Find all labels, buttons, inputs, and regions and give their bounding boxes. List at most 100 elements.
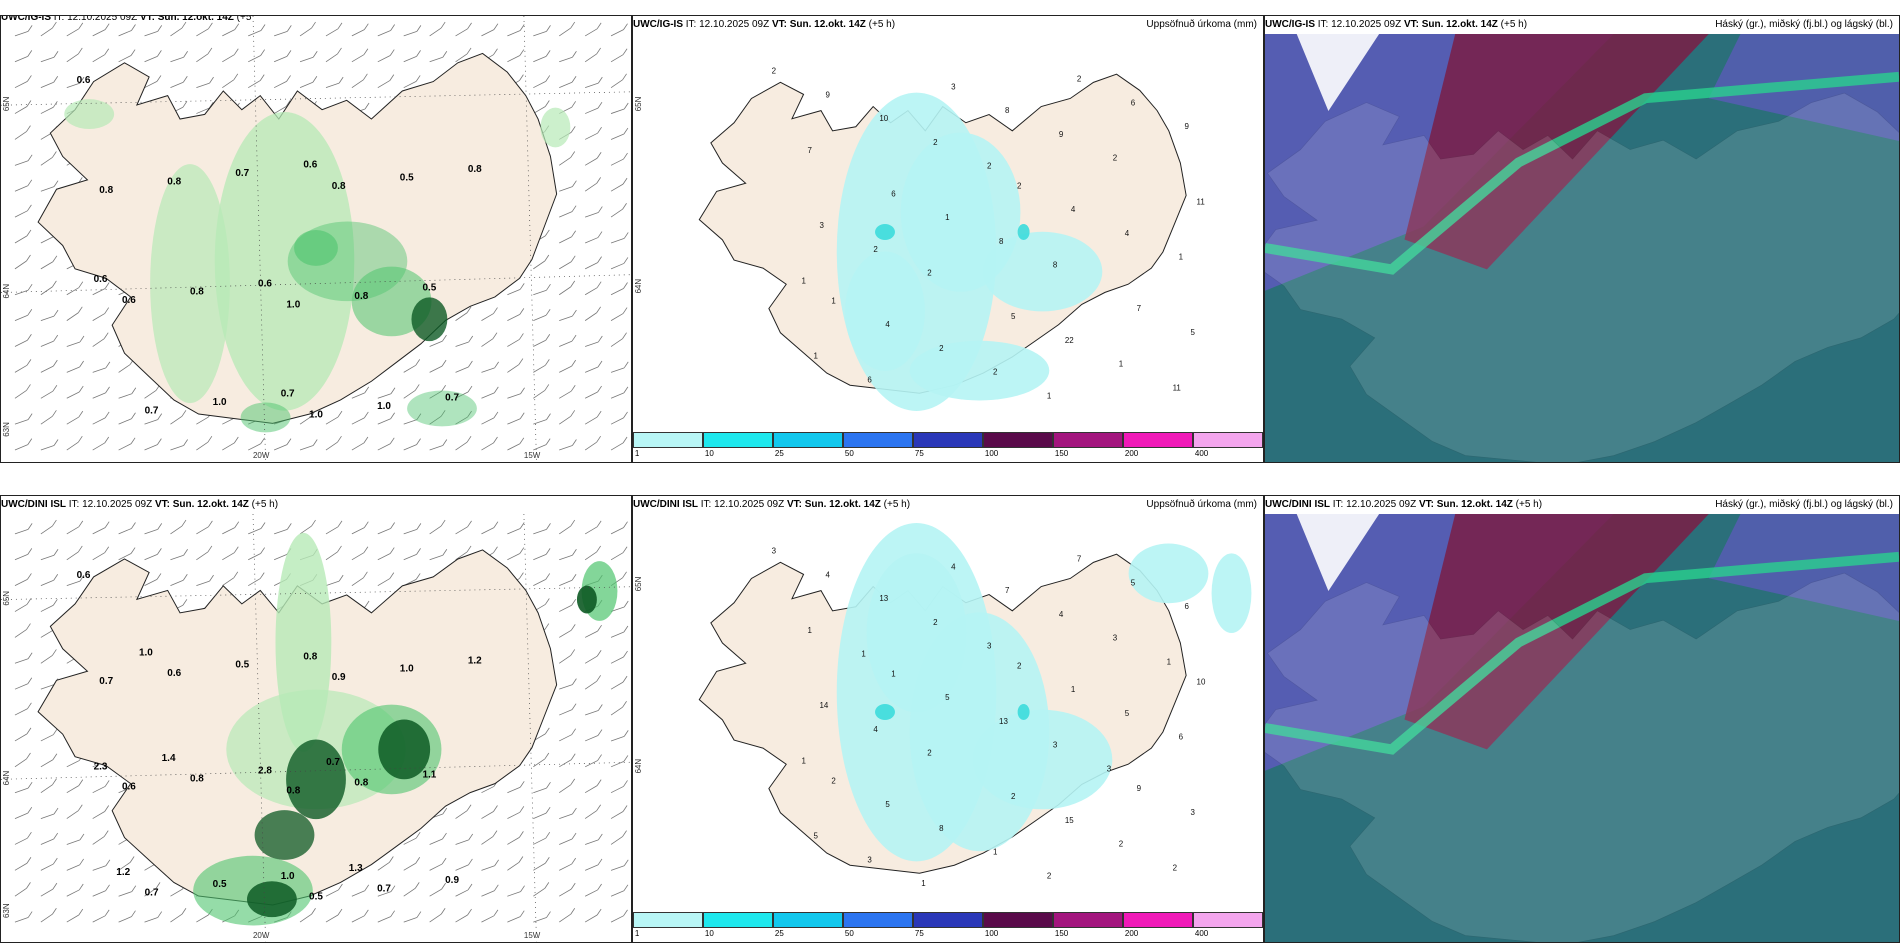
precip-value-label: 1.2 — [116, 867, 130, 878]
precip-value-label: 1 — [1047, 391, 1052, 400]
precip-value-label: 0.8 — [303, 652, 317, 663]
precip-value-label: 0.5 — [400, 172, 414, 183]
accum-precip-map: 65N64N2212673115944615832210429819212127… — [633, 34, 1263, 430]
colorbar-swatch — [1192, 432, 1263, 448]
accum-precip-map: 65N64N3227194102415553714151358613544226… — [633, 514, 1263, 910]
colorbar-swatch — [633, 432, 703, 448]
colorbar-tick: 50 — [844, 449, 854, 458]
precip-value-label: 3 — [987, 642, 992, 651]
precip-value-label: 0.8 — [332, 181, 346, 192]
precip-value-label: 2 — [1017, 661, 1022, 670]
map-area — [1265, 34, 1899, 462]
panel-wind-precip-igis: UWC/IG-IS IT: 12.10.2025 09Z VT: Sun. 12… — [0, 15, 632, 463]
precip-value-label: 8 — [1005, 106, 1010, 115]
precip-value-label: 0.8 — [190, 287, 204, 298]
axis-label: 15W — [524, 931, 541, 940]
colorbar-tick: 75 — [914, 449, 924, 458]
title-issue-time: IT: 12.10.2025 09Z — [683, 19, 770, 30]
precip-value-label: 1.0 — [286, 299, 300, 310]
precip-value-label: 15 — [1065, 816, 1074, 825]
precip-value-label: 4 — [885, 320, 890, 329]
precip-value-label: 0.6 — [122, 295, 136, 306]
graticule — [1, 514, 631, 942]
title-valid-time: VT: Sun. 12.okt. 14Z — [769, 19, 866, 30]
precip-value-label: 22 — [1065, 336, 1074, 345]
colorbar-swatch — [843, 912, 913, 928]
precip-value-label: 8 — [999, 237, 1004, 246]
precip-value-label: 1.4 — [162, 753, 176, 764]
colorbar-swatch — [1123, 432, 1193, 448]
panel-variable-label: Uppsöfnuð úrkoma (mm) — [1146, 499, 1257, 510]
precip-value-label: 10 — [1197, 677, 1206, 686]
precip-value-label: 0.7 — [281, 388, 295, 399]
colorbar-swatch — [983, 912, 1053, 928]
panel-accum-precip-igis: UWC/IG-IS IT: 12.10.2025 09Z VT: Sun. 12… — [632, 15, 1264, 463]
colorbar-swatch — [772, 432, 843, 448]
panel-title: UWC/IG-IS IT: 12.10.2025 09Z VT: Sun. 12… — [1, 15, 631, 27]
graticule — [1, 16, 631, 462]
precip-value-label: 3 — [1113, 634, 1118, 643]
precip-value-label: 2 — [927, 269, 932, 278]
colorbar-tick: 100 — [984, 929, 999, 938]
title-lead: (+5 h) — [1512, 499, 1543, 510]
title-valid-time: VT: Sun. 12.okt. 14Z — [1401, 19, 1498, 30]
precip-value-label: 0.6 — [122, 782, 136, 793]
precip-colorbar: 1 10 25 50 75 100 150 200 400 — [633, 912, 1263, 942]
precip-value-label: 2 — [1077, 75, 1082, 84]
precip-value-label: 1.0 — [309, 410, 323, 421]
precip-value-label: 1 — [993, 848, 998, 857]
precip-value-label: 3 — [1053, 741, 1058, 750]
precip-value-label: 1 — [831, 296, 836, 305]
precip-value-label: 0.6 — [94, 274, 108, 285]
precip-value-label: 2 — [1047, 871, 1052, 880]
precip-value-label: 0.7 — [235, 168, 249, 179]
colorbar-tick: 25 — [774, 929, 784, 938]
precip-value-label: 1.0 — [281, 871, 295, 882]
precip-value-label: 2 — [1017, 181, 1022, 190]
colorbar-swatch — [912, 432, 983, 448]
precip-value-label: 1.2 — [468, 656, 482, 667]
precip-value-label: 2.3 — [94, 761, 108, 772]
precip-value-label: 7 — [808, 146, 813, 155]
precip-value-label: 4 — [873, 725, 878, 734]
precip-value-label: 0.7 — [445, 393, 459, 404]
precip-value-label: 13 — [999, 717, 1008, 726]
title-issue-time: IT: 12.10.2025 09Z — [1330, 499, 1417, 510]
precip-value-label: 1 — [891, 669, 896, 678]
axis-label: 64N — [634, 759, 643, 774]
precip-value-label: 5 — [1191, 328, 1196, 337]
precip-shading — [64, 99, 571, 433]
cloud-cover-map — [1265, 34, 1899, 462]
precip-value-label: 5 — [1125, 709, 1130, 718]
precip-value-label: 9 — [1185, 122, 1190, 131]
map-area: 65N 64N 2 2 1 2 6 7 3 11 5 9 4 4 6 1 5 8 3 22 10 4 2 9 8 1 9 2 1 2 1 2 7… — [633, 34, 1263, 430]
accum-precip-shading — [836, 523, 1252, 862]
precip-value-label: 1 — [813, 352, 818, 361]
title-lead: (+5 h) — [865, 19, 896, 30]
iceland-outline — [1265, 92, 1899, 462]
precip-values: 0.6 1.0 0.8 1.0 0.6 0.8 0.7 0.8 0.8 1.0 0.8 0.5 1.0 0… — [77, 75, 483, 421]
precip-value-label: 0.6 — [258, 278, 272, 289]
colorbar-swatch — [1192, 912, 1263, 928]
precip-value-label: 6 — [1179, 733, 1184, 742]
axis-label: 64N — [2, 284, 11, 299]
title-valid-time: VT: Sun. 12.okt. 14Z — [1416, 499, 1513, 510]
precip-value-label: 0.7 — [377, 883, 391, 894]
precip-value-label: 2 — [933, 618, 938, 627]
precip-shading — [193, 532, 618, 926]
title-valid-time: VT: Sun. 12.okt. 14Z — [137, 15, 234, 23]
axis-label: 65N — [634, 576, 643, 591]
title-model: UWC/IG-IS — [1265, 19, 1315, 30]
colorbar-tick: 100 — [984, 449, 999, 458]
colorbar-tick: 150 — [1054, 449, 1069, 458]
colorbar-tick: 25 — [774, 449, 784, 458]
precip-value-label: 6 — [891, 189, 896, 198]
axis-label: 63N — [2, 903, 11, 918]
precip-value-label: 1 — [1179, 253, 1184, 262]
colorbar-swatch — [1053, 432, 1123, 448]
precip-value-label: 3 — [867, 855, 872, 864]
map-area: 65N 64N 63N 20W 15W 0.6 1.0 0.8 1.0 0.6 0.8 0.7 0.8 0… — [1, 16, 631, 462]
accum-precip-shading — [836, 92, 1103, 411]
